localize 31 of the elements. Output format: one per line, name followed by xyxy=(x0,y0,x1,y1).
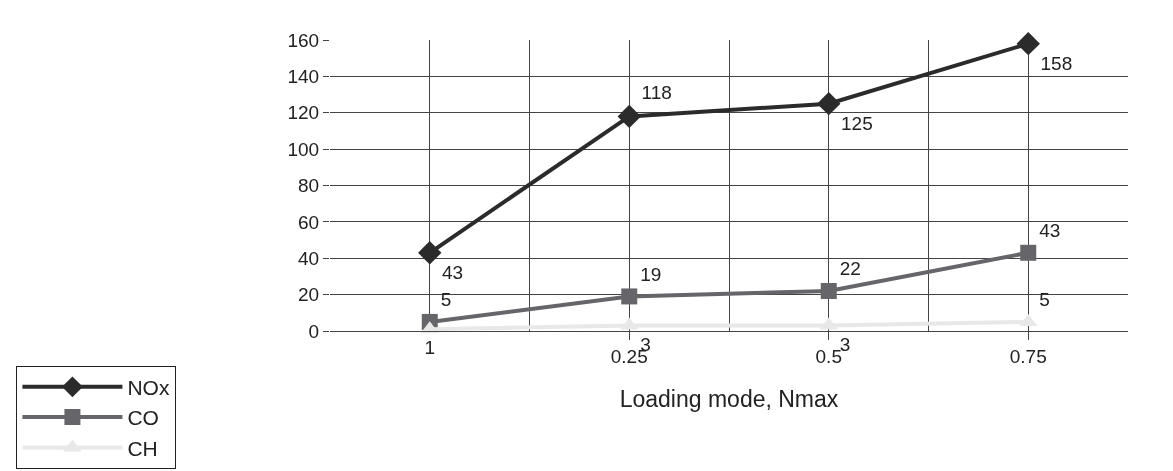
y-tick-label: 140 xyxy=(287,66,320,88)
data-label: 5 xyxy=(1039,289,1050,311)
y-tick-label: 120 xyxy=(287,102,320,124)
point xyxy=(1020,244,1037,261)
x-tick-label: 0.75 xyxy=(1009,345,1047,367)
data-label: 118 xyxy=(641,82,672,104)
y-tick-label: 40 xyxy=(298,247,320,269)
point xyxy=(817,91,841,116)
data-label: 1 xyxy=(424,337,436,359)
data-label: 158 xyxy=(1040,53,1073,75)
data-label: 43 xyxy=(1039,220,1061,242)
data-label: 19 xyxy=(640,263,662,285)
legend-label: NOx xyxy=(127,375,170,399)
point xyxy=(1016,31,1040,56)
y-tick-label: 160 xyxy=(287,29,320,51)
data-label: 125 xyxy=(841,113,873,135)
point xyxy=(820,282,837,299)
y-tick-label: 20 xyxy=(298,284,320,306)
y-tick-label: 100 xyxy=(287,138,320,160)
y-tick-label: 0 xyxy=(308,320,320,342)
y-tick-label: 80 xyxy=(298,175,320,197)
data-label: 43 xyxy=(442,262,464,284)
point xyxy=(418,241,442,265)
legend-label: CO xyxy=(127,406,159,430)
legend-label: CH xyxy=(127,436,158,460)
x-axis-title: Loading mode, Nmax xyxy=(619,386,839,413)
data-label: 22 xyxy=(839,258,861,280)
data-label: 5 xyxy=(440,289,452,311)
point xyxy=(617,104,641,129)
point xyxy=(621,288,638,305)
y-tick-label: 60 xyxy=(298,211,320,233)
